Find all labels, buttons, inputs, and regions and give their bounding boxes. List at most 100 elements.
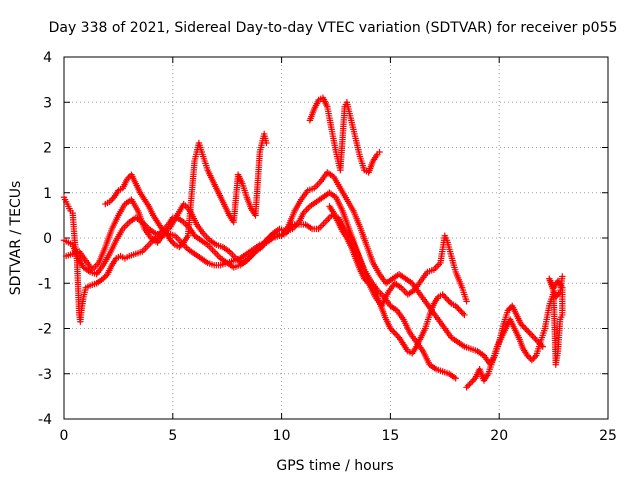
data-point — [170, 240, 177, 247]
data-point — [361, 275, 368, 282]
data-points — [60, 94, 566, 391]
data-point — [362, 277, 369, 284]
data-point — [522, 325, 529, 332]
data-point — [526, 329, 533, 337]
data-point — [533, 337, 541, 344]
x-axis-tick-labels: 0 5 10 15 20 25 — [60, 428, 617, 444]
y-tick-label: -2 — [38, 322, 52, 338]
y-tick-label: 0 — [43, 231, 52, 247]
x-axis-label: GPS time / hours — [276, 458, 393, 474]
data-point — [532, 335, 539, 343]
data-point — [524, 352, 531, 359]
data-point — [391, 329, 398, 337]
data-point — [176, 243, 183, 251]
data-point — [443, 295, 451, 303]
data-point — [439, 291, 446, 298]
x-tick-label: 10 — [273, 428, 291, 444]
data-point — [458, 308, 465, 316]
data-point — [106, 198, 113, 205]
series-track-6 — [463, 273, 566, 391]
data-point — [470, 376, 478, 383]
data-point — [109, 195, 116, 202]
y-tick-label: -1 — [38, 276, 52, 292]
data-point — [452, 302, 459, 310]
data-point — [531, 353, 538, 361]
data-point — [455, 305, 462, 313]
data-point — [523, 326, 530, 334]
series-track-7 — [326, 203, 468, 357]
y-axis-tick-labels: -4 -3 -2 -1 0 1 2 3 4 — [38, 50, 52, 428]
axis-ticks — [63, 56, 609, 420]
x-tick-label: 25 — [599, 428, 617, 444]
y-axis-label: SDTVAR / TECUs — [8, 181, 24, 296]
data-point — [525, 328, 532, 335]
data-point — [387, 325, 394, 332]
data-point — [161, 228, 169, 236]
data-point — [388, 326, 396, 334]
data-point — [263, 139, 270, 147]
chart-title: Day 338 of 2021, Sidereal Day-to-day VTE… — [49, 20, 618, 36]
data-point — [504, 307, 512, 314]
data-point — [123, 175, 131, 183]
data-point — [158, 225, 166, 233]
data-point — [506, 305, 513, 313]
data-point — [442, 294, 449, 301]
data-point — [555, 290, 562, 298]
data-point — [525, 353, 533, 361]
data-point — [376, 148, 383, 156]
data-point — [530, 355, 537, 362]
data-point — [101, 274, 108, 281]
data-point — [527, 331, 535, 338]
data-point — [107, 197, 115, 204]
data-point — [167, 237, 174, 244]
data-point — [459, 310, 467, 317]
y-tick-label: -3 — [38, 367, 52, 383]
data-point — [463, 384, 470, 391]
data-point — [99, 275, 107, 282]
series-track-3 — [62, 169, 546, 368]
data-point — [177, 242, 184, 249]
data-point — [363, 278, 371, 285]
data-point — [445, 297, 452, 304]
data-point — [440, 292, 448, 300]
data-point — [559, 273, 566, 280]
y-tick-label: 4 — [43, 50, 52, 66]
data-point — [530, 334, 538, 341]
data-point — [467, 379, 475, 386]
data-point — [390, 328, 397, 335]
data-point — [394, 332, 401, 340]
data-point — [469, 378, 476, 385]
x-tick-label: 20 — [490, 428, 508, 444]
data-point — [456, 307, 464, 314]
grid — [64, 57, 608, 419]
data-point — [520, 323, 528, 331]
y-tick-label: 2 — [43, 141, 52, 157]
data-point — [452, 375, 459, 382]
data-point — [464, 382, 472, 390]
data-point — [519, 322, 526, 329]
data-point — [554, 292, 561, 299]
x-tick-label: 0 — [60, 428, 69, 444]
series-track-1 — [60, 189, 470, 325]
data-point — [461, 311, 468, 319]
data-point — [179, 240, 186, 248]
data-point — [160, 227, 167, 234]
data-point — [466, 381, 473, 388]
y-tick-label: 3 — [43, 95, 52, 111]
x-tick-label: 5 — [168, 428, 177, 444]
y-tick-label: -4 — [38, 412, 52, 428]
data-point — [453, 304, 461, 311]
data-point — [446, 298, 454, 306]
data-point — [463, 298, 470, 305]
data-point — [517, 320, 525, 328]
data-point — [529, 332, 536, 340]
data-point — [552, 293, 559, 301]
data-point — [102, 272, 110, 279]
y-tick-label: 1 — [43, 186, 52, 202]
data-point — [393, 331, 400, 338]
series-track-5 — [306, 94, 383, 176]
x-tick-label: 15 — [381, 428, 399, 444]
data-point — [528, 356, 536, 364]
data-point — [168, 238, 176, 245]
